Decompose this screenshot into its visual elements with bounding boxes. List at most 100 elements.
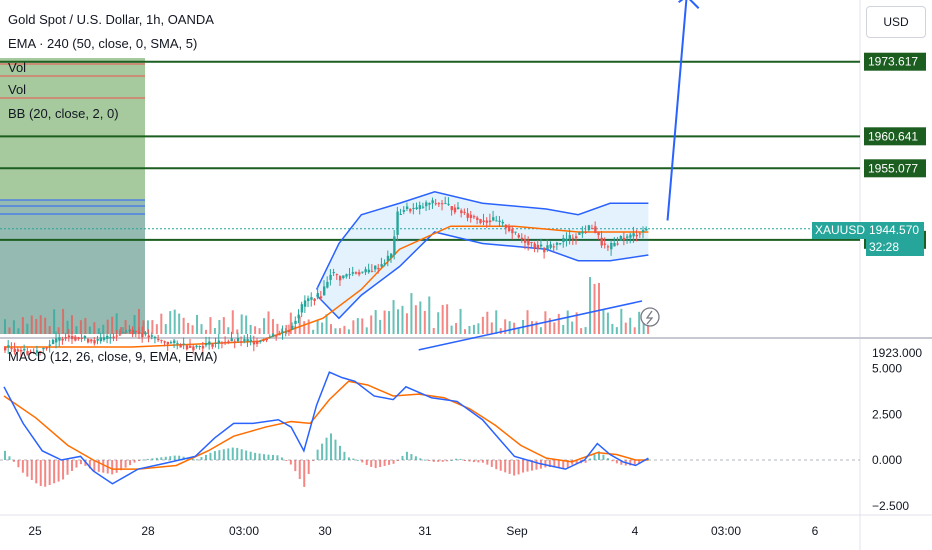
- macd-histogram-bar: [249, 451, 252, 460]
- candle-body: [597, 232, 600, 236]
- candle-body: [399, 214, 402, 216]
- candle-body: [629, 234, 632, 238]
- candle-body: [211, 344, 214, 347]
- macd-histogram-bar: [410, 454, 413, 460]
- candle-body: [402, 210, 406, 212]
- macd-histogram-bar: [271, 454, 274, 460]
- projection-arrow-head: [678, 0, 700, 9]
- candle-body: [517, 234, 520, 238]
- volume-bar: [231, 310, 234, 334]
- candle-body: [581, 231, 584, 234]
- candle-body: [428, 203, 431, 205]
- candle-body: [616, 243, 619, 245]
- candle-body: [479, 219, 482, 223]
- macd-histogram-bar: [597, 451, 600, 460]
- candle-body: [179, 344, 182, 348]
- macd-histogram-bar: [486, 460, 489, 465]
- candle-body: [632, 233, 635, 237]
- macd-histogram-bar: [173, 455, 176, 460]
- volume-bar: [35, 319, 38, 334]
- macd-histogram-bar: [450, 460, 453, 461]
- bb-legend[interactable]: BB (20, close, 2, 0): [8, 106, 119, 121]
- candle-body: [367, 269, 371, 273]
- macd-histogram-bar: [30, 460, 33, 480]
- macd-legend[interactable]: MACD (12, 26, close, 9, EMA, EMA): [8, 349, 218, 364]
- candle-body: [70, 336, 74, 340]
- volume-bar: [535, 321, 538, 334]
- candle-body: [96, 339, 99, 341]
- macd-histogram-bar: [629, 460, 632, 466]
- vol-legend-2[interactable]: Vol: [8, 82, 27, 97]
- candle-body: [230, 338, 233, 342]
- volume-bar: [334, 328, 337, 334]
- macd-histogram-bar: [258, 453, 261, 460]
- macd-histogram-bar: [240, 449, 243, 460]
- volume-bar: [97, 328, 100, 334]
- candle-body: [294, 320, 297, 324]
- macd-histogram-bar: [48, 460, 51, 486]
- candle-body: [150, 335, 154, 337]
- volume-bar: [227, 327, 230, 334]
- candle-body: [287, 330, 291, 333]
- volume-bar: [441, 304, 444, 334]
- candle-body: [163, 341, 166, 343]
- macd-histogram-bar: [562, 460, 565, 469]
- candle-body: [571, 237, 575, 239]
- candle-body: [549, 244, 552, 248]
- currency-selector[interactable]: USD: [866, 6, 926, 38]
- volume-bar: [39, 315, 42, 334]
- candle-body: [278, 334, 281, 336]
- time-tick-label: 25: [28, 524, 42, 538]
- candle-body: [555, 242, 559, 245]
- macd-histogram-bar: [8, 456, 11, 460]
- volume-bar: [548, 318, 551, 334]
- candle-body: [214, 342, 217, 344]
- volume-bar: [258, 328, 261, 334]
- volume-bar: [307, 319, 310, 334]
- candle-body: [86, 338, 90, 343]
- candle-body: [233, 341, 237, 343]
- candle-body: [600, 237, 603, 246]
- candle-body: [115, 335, 119, 337]
- volume-bar: [463, 329, 466, 334]
- volume-bar: [106, 319, 109, 334]
- candle-body: [476, 217, 479, 220]
- volume-bar: [316, 320, 319, 334]
- candle-body: [575, 236, 578, 239]
- macd-histogram-bar: [245, 450, 248, 460]
- candle-body: [102, 337, 106, 341]
- volume-bar: [129, 328, 132, 334]
- volume-bar: [606, 312, 609, 334]
- macd-histogram-bar: [213, 451, 216, 460]
- volume-bar: [486, 311, 489, 334]
- volume-bar: [209, 317, 212, 334]
- macd-histogram-bar: [423, 459, 426, 461]
- candle-body: [348, 274, 351, 276]
- volume-bar: [12, 320, 15, 334]
- svg-text:1955.077: 1955.077: [868, 161, 918, 175]
- vol-legend-1[interactable]: Vol: [8, 60, 27, 75]
- macd-histogram-bar: [222, 449, 225, 460]
- candle-body: [396, 211, 399, 235]
- macd-histogram-bar: [160, 457, 163, 460]
- candle-body: [536, 244, 540, 250]
- volume-bar: [254, 326, 257, 334]
- candle-body: [370, 270, 374, 272]
- volume-bar: [361, 318, 364, 334]
- time-tick-label: 31: [418, 524, 432, 538]
- macd-histogram-bar: [316, 449, 319, 460]
- volume-bar: [428, 296, 431, 334]
- macd-histogram-bar: [405, 451, 408, 460]
- macd-histogram-bar: [459, 458, 462, 460]
- volume-bar: [624, 322, 627, 334]
- macd-histogram-bar: [124, 460, 127, 468]
- macd-histogram-bar: [379, 460, 382, 468]
- ema-legend[interactable]: EMA · 240 (50, close, 0, SMA, 5): [8, 36, 198, 51]
- volume-bar: [557, 313, 560, 334]
- candle-body: [463, 211, 466, 214]
- volume-bar: [325, 314, 328, 334]
- candle-body: [291, 325, 294, 330]
- candle-body: [638, 233, 642, 235]
- volume-bar: [137, 308, 140, 334]
